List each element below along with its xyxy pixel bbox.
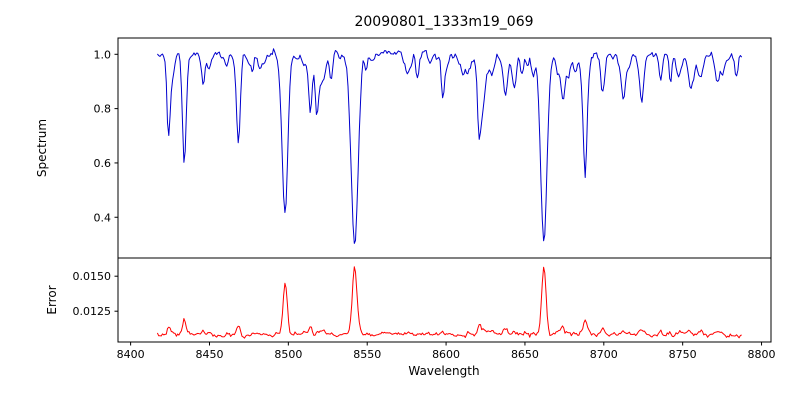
- error-y-tick-label: 0.0150: [73, 270, 112, 283]
- xlabel: Wavelength: [408, 364, 479, 378]
- plot-area: 8400 8450 8500 8550 8600 8650 8700 8750 8800 0.4 0…: [73, 37, 776, 361]
- x-tick-label: 8700: [590, 348, 618, 361]
- x-tick-label: 8600: [432, 348, 460, 361]
- error-ylabel: Error: [45, 285, 59, 314]
- x-tick-label: 8650: [511, 348, 539, 361]
- chart-title: 20090801_1333m19_069: [354, 14, 533, 30]
- x-tick-label: 8800: [748, 348, 776, 361]
- x-tick-label: 8400: [117, 348, 145, 361]
- spectrum-y-tick-label: 1.0: [94, 48, 112, 61]
- spectrum-series-line: [157, 48, 743, 244]
- x-tick-label: 8550: [353, 348, 381, 361]
- x-tick-label: 8450: [195, 348, 223, 361]
- spectrum-axes-frame: [117, 37, 772, 259]
- spectrum-y-tick-label: 0.6: [94, 157, 112, 170]
- x-tick-label: 8750: [669, 348, 697, 361]
- spectrum-y-tick-label: 0.8: [94, 103, 112, 116]
- error-axes-frame: [117, 257, 772, 343]
- spectrum-y-tick-label: 0.4: [94, 211, 112, 224]
- x-tick-label: 8500: [274, 348, 302, 361]
- error-y-tick-label: 0.0125: [73, 305, 112, 318]
- spectrum-ylabel: Spectrum: [35, 119, 49, 177]
- error-series-line: [156, 266, 742, 339]
